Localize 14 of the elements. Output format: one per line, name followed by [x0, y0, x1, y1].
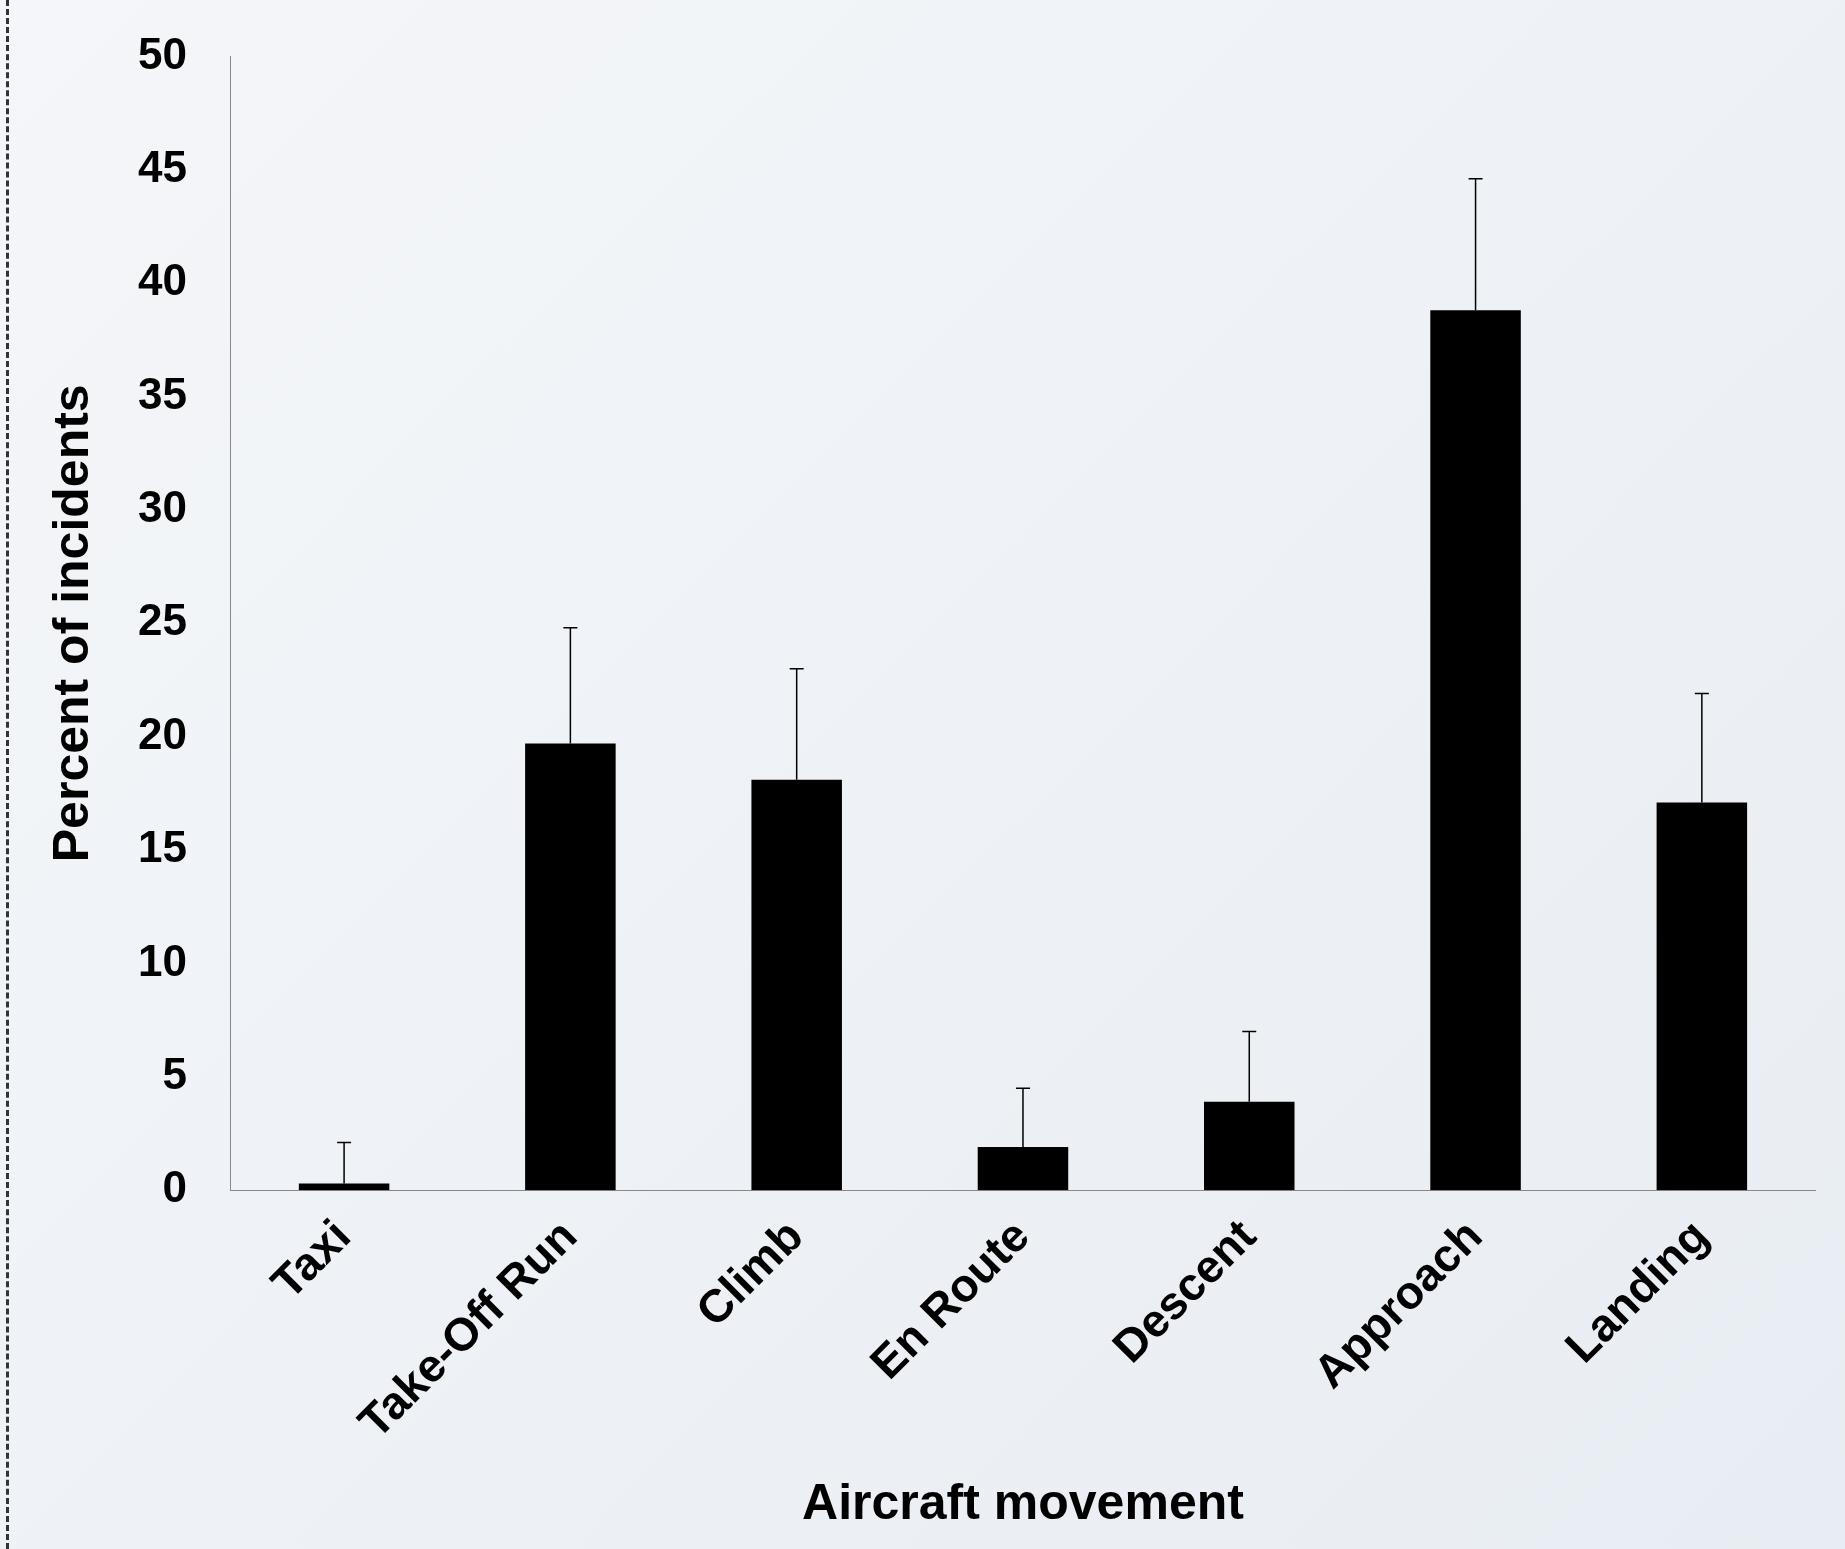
y-tick-label: 30	[137, 482, 187, 532]
y-tick-label: 40	[137, 255, 187, 305]
y-tick-label: 25	[137, 595, 187, 645]
y-tick-label: 15	[137, 822, 187, 872]
x-axis-title: Aircraft movement	[802, 1473, 1245, 1530]
y-tick-label: 50	[137, 28, 187, 78]
y-tick-label: 10	[137, 935, 187, 985]
y-tick-label: 20	[137, 708, 187, 758]
x-tick-label: Taxi	[260, 1208, 361, 1309]
y-tick-label: 45	[137, 141, 187, 191]
y-tick-label: 35	[137, 368, 187, 418]
y-tick-label: 0	[162, 1162, 187, 1212]
y-tick-label: 5	[162, 1048, 187, 1098]
y-axis-title: Percent of incidents	[42, 384, 99, 863]
